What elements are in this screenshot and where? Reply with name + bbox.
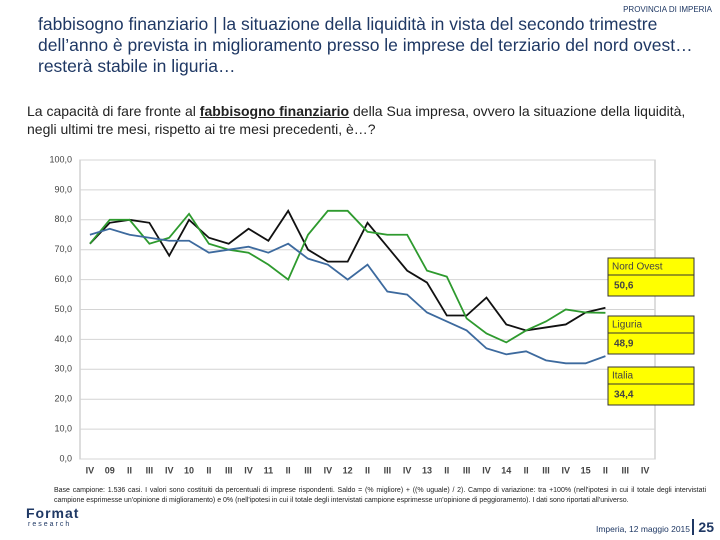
x-tick-label: III (463, 465, 471, 475)
legend-label: Liguria (612, 320, 642, 331)
legend-label: Nord Ovest (612, 262, 663, 273)
x-tick-label: II (206, 465, 211, 475)
x-tick-label: 12 (343, 465, 353, 475)
legend-box (607, 315, 695, 355)
question-text: della Sua impresa, ovvero la situazione … (27, 103, 686, 137)
y-tick-label: 80,0 (54, 214, 72, 224)
logo: Format research (12, 505, 79, 528)
question: La capacità di fare fronte al fabbisogno… (27, 102, 717, 138)
x-tick-label: IV (324, 465, 333, 475)
data-label: 50,6 (614, 281, 634, 292)
x-tick-label: II (603, 465, 608, 475)
x-tick-label: III (146, 465, 154, 475)
y-tick-label: 100,0 (49, 154, 72, 164)
y-tick-label: 30,0 (54, 364, 72, 374)
legend-label: Italia (612, 371, 634, 382)
x-tick-label: 10 (184, 465, 194, 475)
x-tick-label: II (286, 465, 291, 475)
x-tick-label: 15 (581, 465, 591, 475)
series-line (89, 209, 606, 344)
y-tick-label: 40,0 (54, 334, 72, 344)
header: PROVINCIA DI IMPERIA (623, 5, 712, 14)
data-label: 34,4 (614, 390, 634, 401)
x-tick-label: III (384, 465, 392, 475)
question-keyword: fabbisogno finanziario (199, 103, 350, 119)
x-tick-label: IV (641, 465, 650, 475)
page-number: 25 (692, 519, 714, 535)
x-tick-label: 13 (422, 465, 432, 475)
x-tick-label: III (304, 465, 312, 475)
question-text: La capacità di fare fronte al (27, 103, 200, 119)
x-tick-label: 11 (264, 465, 274, 475)
y-tick-label: 20,0 (54, 394, 72, 404)
x-tick-label: IV (482, 465, 491, 475)
x-tick-label: 09 (105, 465, 115, 475)
logo-text: Format (26, 505, 80, 521)
x-tick-label: II (524, 465, 529, 475)
x-tick-label: IV (562, 465, 571, 475)
x-tick-label: III (622, 465, 630, 475)
x-tick-label: IV (244, 465, 253, 475)
x-tick-label: 14 (501, 465, 511, 475)
y-tick-label: 70,0 (54, 244, 72, 254)
x-tick-label: IV (86, 465, 95, 475)
legend-box (607, 366, 695, 406)
y-tick-label: 10,0 (54, 423, 72, 433)
legend-box (607, 257, 695, 297)
logo-sub: research (28, 521, 72, 528)
x-tick-label: III (225, 465, 233, 475)
footnote: Base campione: 1.536 casi. I valori sono… (54, 487, 706, 504)
x-tick-label: II (365, 465, 370, 475)
date: Imperia, 12 maggio 2015 (595, 524, 690, 534)
x-tick-label: II (444, 465, 449, 475)
x-tick-label: III (542, 465, 550, 475)
y-tick-label: 0,0 (59, 453, 72, 463)
series-line (89, 209, 606, 332)
title: fabbisogno finanziario | la situazione d… (38, 14, 693, 76)
y-tick-label: 50,0 (54, 304, 72, 314)
y-tick-label: 90,0 (54, 184, 72, 194)
series-line (89, 227, 606, 365)
y-tick-label: 60,0 (54, 274, 72, 284)
x-tick-label: IV (403, 465, 412, 475)
x-tick-label: IV (165, 465, 174, 475)
x-tick-label: II (127, 465, 132, 475)
data-label: 48,9 (614, 339, 634, 350)
